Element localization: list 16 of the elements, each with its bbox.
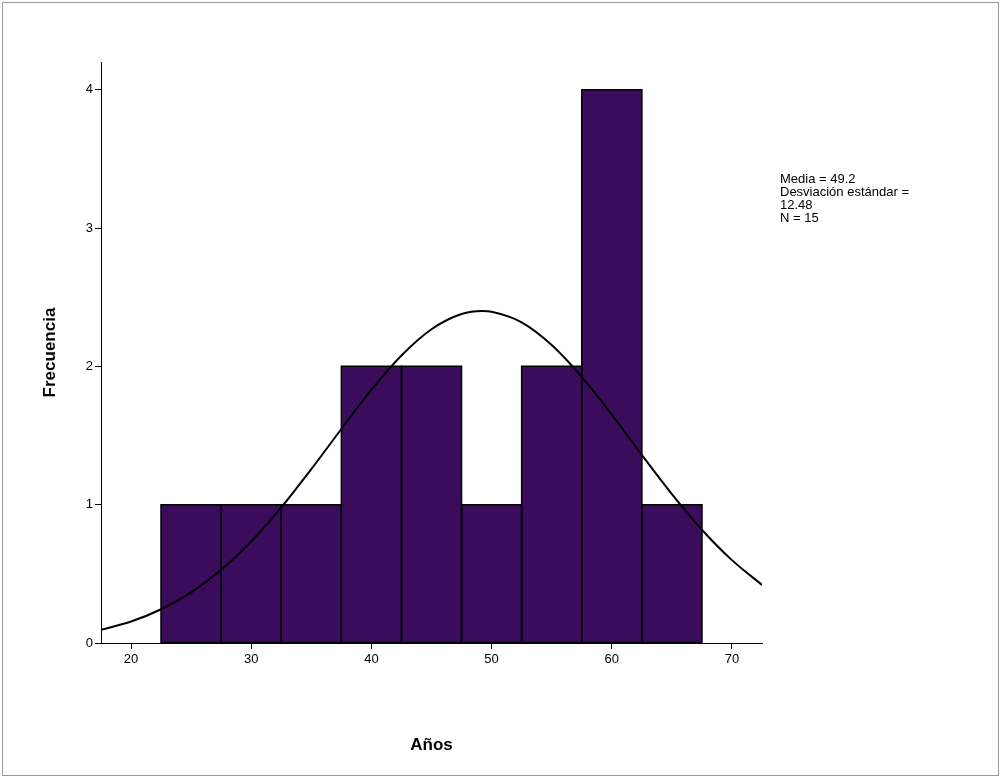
x-tick-label: 50 xyxy=(484,651,499,667)
x-tick-label: 40 xyxy=(364,651,379,667)
x-tick-label: 60 xyxy=(604,651,620,667)
x-tick-label: 70 xyxy=(724,651,740,667)
y-tick-label: 1 xyxy=(85,496,93,512)
y-tick-label: 4 xyxy=(85,81,93,97)
text: N = 15 xyxy=(780,210,820,225)
text: Desviación estándar = 12.48 xyxy=(780,184,910,212)
y-tick-label: 2 xyxy=(85,357,93,373)
y-tick-label: 3 xyxy=(85,219,93,235)
y-tick-label: 0 xyxy=(85,634,93,650)
x-axis-title: Años xyxy=(410,735,453,755)
x-tick-label: 20 xyxy=(123,651,139,667)
y-axis-title: Frecuencia xyxy=(39,307,59,398)
text: Media = 49.2 xyxy=(780,171,857,186)
x-tick-label: 30 xyxy=(243,651,259,667)
